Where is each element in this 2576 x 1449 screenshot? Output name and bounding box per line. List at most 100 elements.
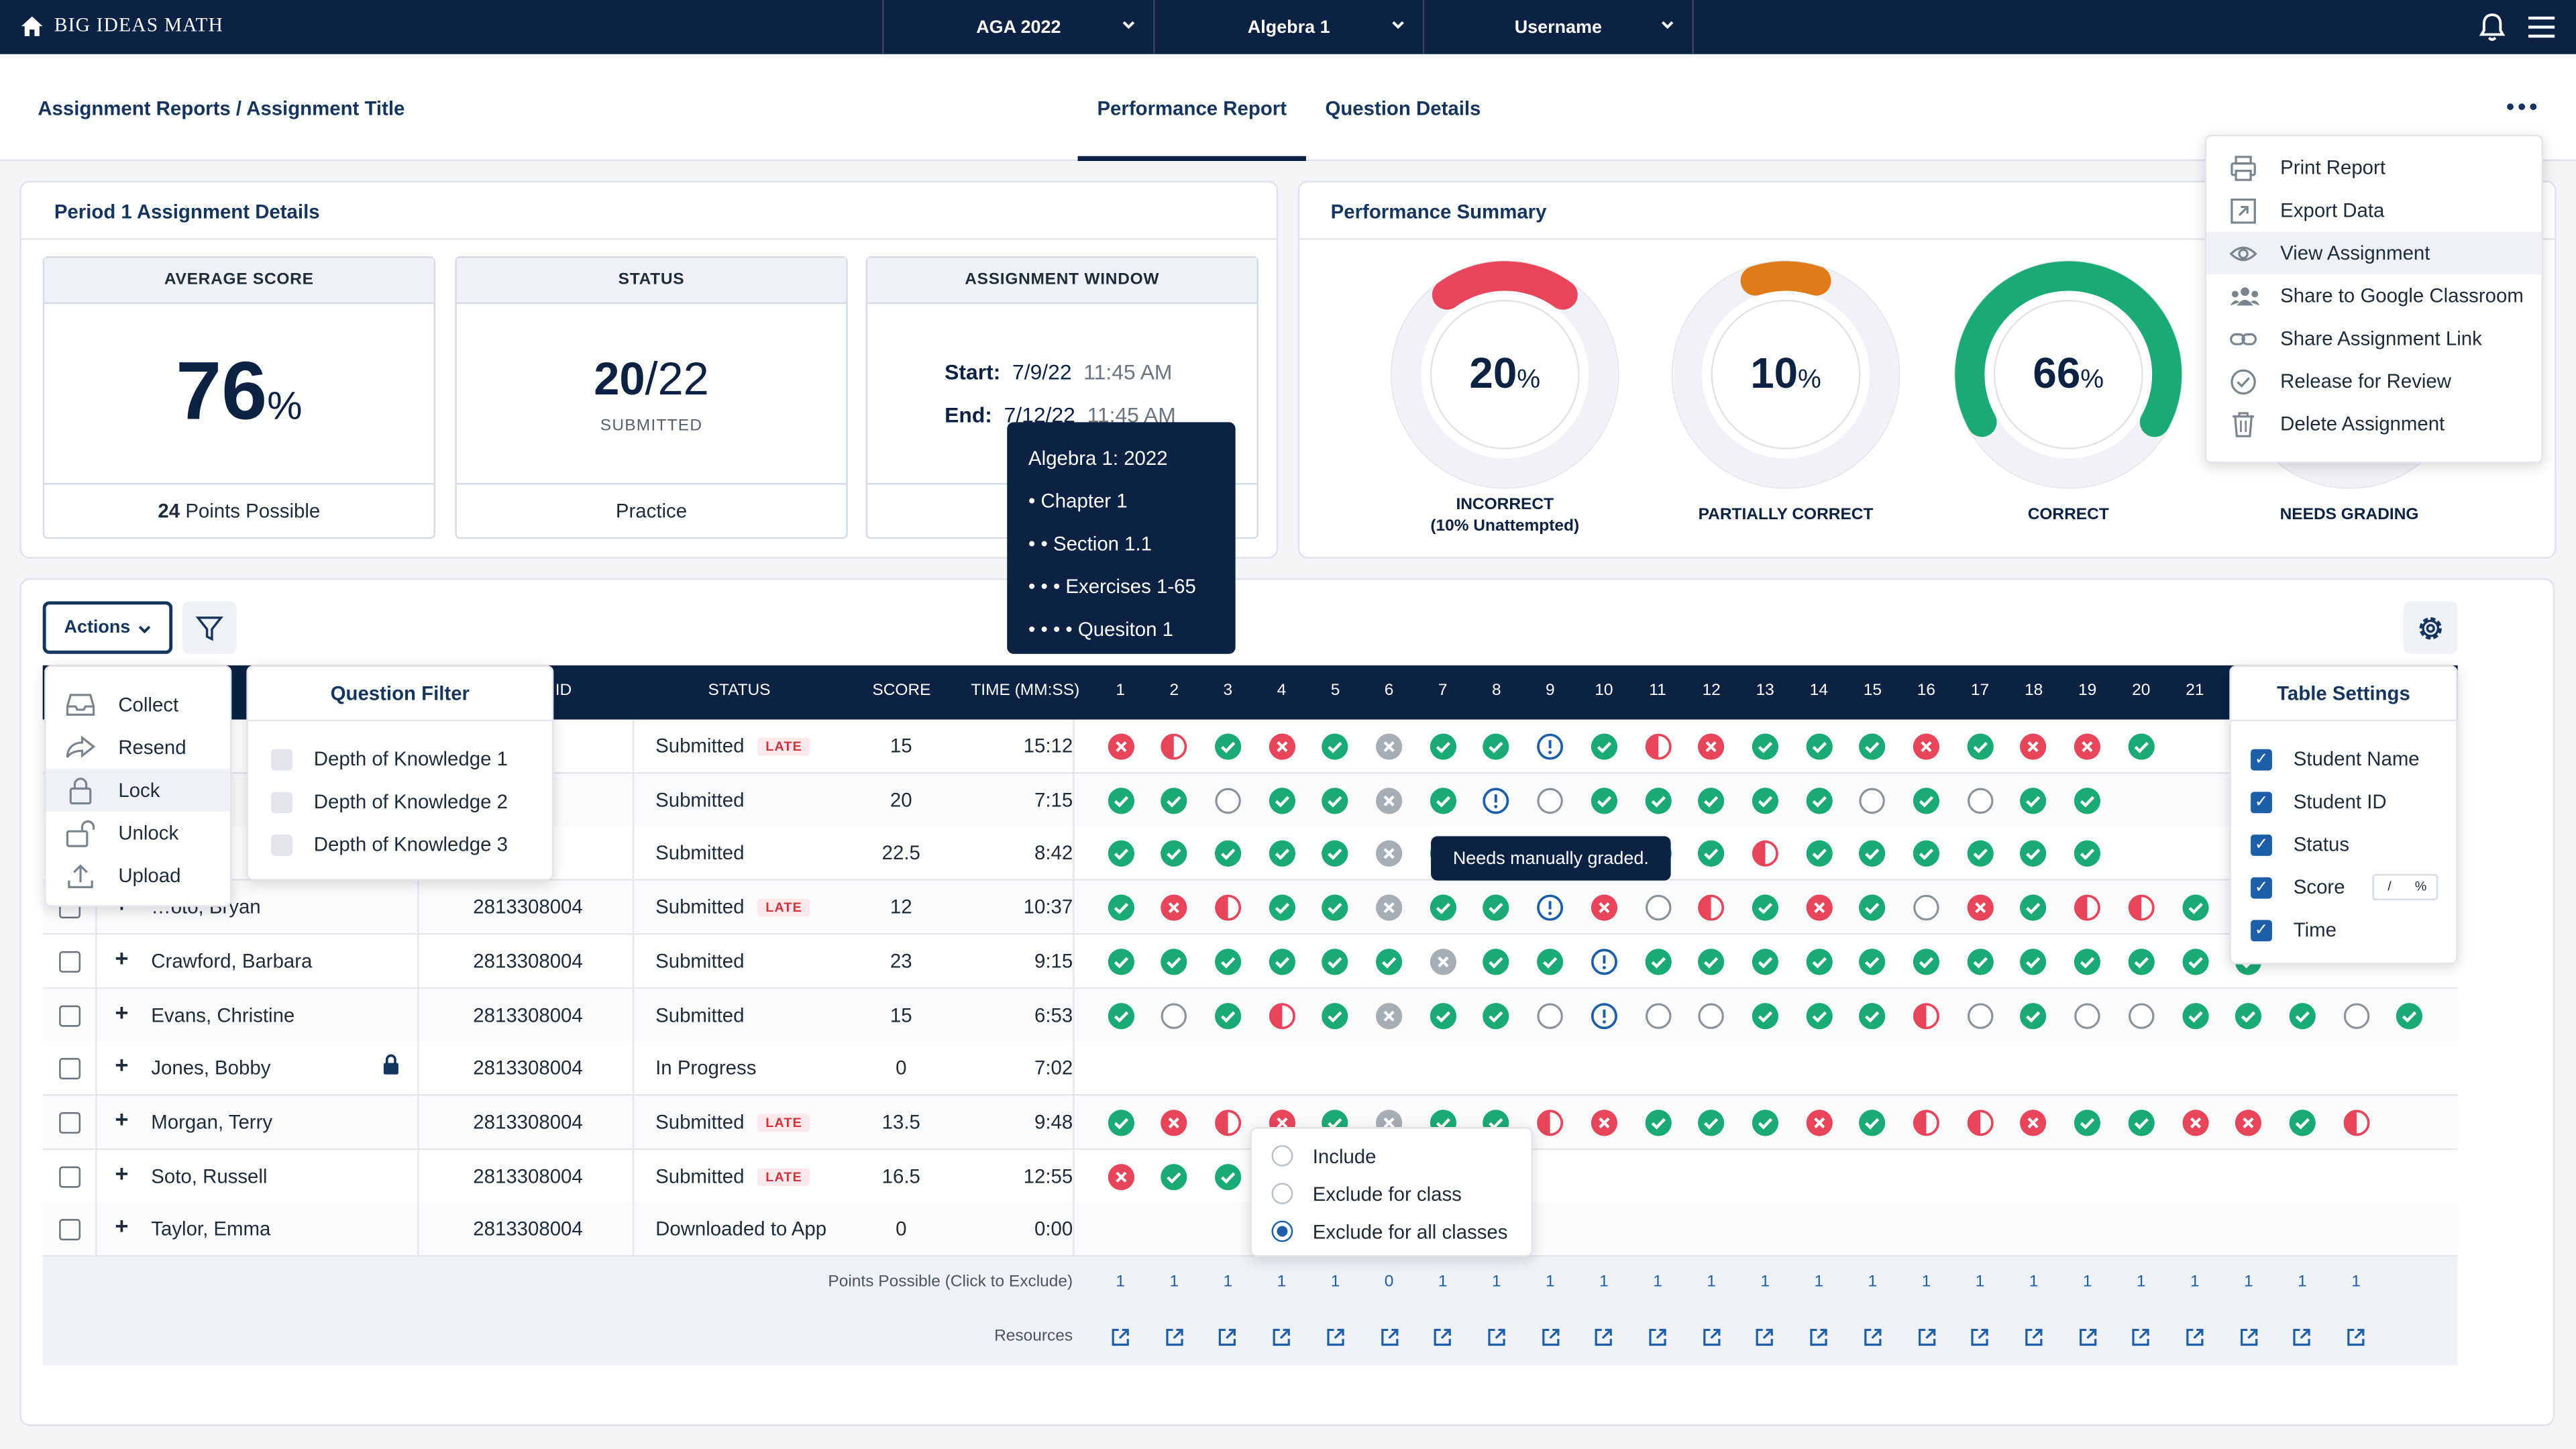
partial-icon[interactable] bbox=[1697, 894, 1725, 922]
incorrect-icon[interactable] bbox=[1805, 1109, 1833, 1137]
unattempted-icon[interactable] bbox=[1966, 1002, 1994, 1030]
needs-grading-icon[interactable] bbox=[1590, 948, 1618, 976]
partial-icon[interactable] bbox=[2342, 1109, 2370, 1137]
correct-icon[interactable] bbox=[1644, 1109, 1672, 1137]
hamburger-menu-icon[interactable] bbox=[2527, 15, 2557, 40]
score-format-percent[interactable]: % bbox=[2414, 879, 2427, 894]
filter-option-dok1[interactable]: Depth of Knowledge 1 bbox=[248, 738, 552, 781]
exclude-option-all-classes[interactable]: Exclude for all classes bbox=[1252, 1212, 1531, 1250]
row-checkbox[interactable] bbox=[59, 1058, 81, 1085]
correct-icon[interactable] bbox=[2127, 1109, 2155, 1137]
incorrect-icon[interactable] bbox=[1106, 733, 1134, 761]
excluded-icon[interactable] bbox=[1375, 840, 1403, 868]
external-link-icon[interactable] bbox=[1809, 1326, 1829, 1355]
unattempted-icon[interactable] bbox=[1214, 786, 1242, 814]
correct-icon[interactable] bbox=[1590, 733, 1618, 761]
header-question-20[interactable]: 20 bbox=[2132, 682, 2151, 700]
unattempted-icon[interactable] bbox=[1859, 786, 1887, 814]
checkbox-checked[interactable]: ✓ bbox=[2251, 791, 2272, 813]
donut-correct[interactable]: 66% CORRECT bbox=[1953, 260, 2184, 555]
header-status[interactable]: STATUS bbox=[708, 682, 771, 700]
expand-row-icon[interactable]: + bbox=[115, 944, 129, 971]
points-possible-value[interactable]: 1 bbox=[1116, 1273, 1126, 1291]
external-link-icon[interactable] bbox=[1863, 1326, 1882, 1355]
correct-icon[interactable] bbox=[1751, 894, 1779, 922]
header-question-10[interactable]: 10 bbox=[1595, 682, 1613, 700]
correct-icon[interactable] bbox=[1268, 840, 1296, 868]
external-link-icon[interactable] bbox=[1111, 1326, 1130, 1355]
header-question-21[interactable]: 21 bbox=[2186, 682, 2204, 700]
partial-icon[interactable] bbox=[1644, 733, 1672, 761]
unattempted-icon[interactable] bbox=[1536, 786, 1564, 814]
header-question-14[interactable]: 14 bbox=[1809, 682, 1828, 700]
correct-icon[interactable] bbox=[1375, 948, 1403, 976]
action-lock[interactable]: Lock bbox=[46, 769, 230, 812]
correct-icon[interactable] bbox=[1805, 786, 1833, 814]
external-link-icon[interactable] bbox=[1433, 1326, 1452, 1355]
partial-icon[interactable] bbox=[2127, 894, 2155, 922]
tab-performance-report[interactable]: Performance Report bbox=[1077, 54, 1306, 162]
correct-icon[interactable] bbox=[2020, 948, 2048, 976]
radio-button[interactable] bbox=[1271, 1183, 1293, 1205]
partial-icon[interactable] bbox=[1160, 733, 1188, 761]
header-score[interactable]: SCORE bbox=[872, 682, 931, 700]
needs-grading-icon[interactable] bbox=[1590, 1002, 1618, 1030]
correct-icon[interactable] bbox=[1322, 733, 1350, 761]
correct-icon[interactable] bbox=[2074, 786, 2102, 814]
correct-icon[interactable] bbox=[1483, 1002, 1511, 1030]
header-question-5[interactable]: 5 bbox=[1330, 682, 1340, 700]
unattempted-icon[interactable] bbox=[1913, 894, 1941, 922]
setting-student-name[interactable]: ✓ Student Name bbox=[2231, 738, 2457, 781]
correct-icon[interactable] bbox=[2020, 894, 2048, 922]
correct-icon[interactable] bbox=[2127, 733, 2155, 761]
radio-button[interactable] bbox=[1271, 1144, 1293, 1167]
correct-icon[interactable] bbox=[1805, 1002, 1833, 1030]
partial-icon[interactable] bbox=[1913, 1109, 1941, 1137]
correct-icon[interactable] bbox=[1751, 948, 1779, 976]
header-question-2[interactable]: 2 bbox=[1169, 682, 1179, 700]
correct-icon[interactable] bbox=[1966, 840, 1994, 868]
checkbox-checked[interactable]: ✓ bbox=[2251, 748, 2272, 770]
points-possible-value[interactable]: 1 bbox=[2136, 1273, 2146, 1291]
setting-student-id[interactable]: ✓ Student ID bbox=[2231, 780, 2457, 823]
filter-button[interactable] bbox=[182, 601, 237, 654]
table-row[interactable]: + Evans, Christine 2813308004 Submitted 15 6:… bbox=[42, 988, 2458, 1042]
correct-icon[interactable] bbox=[1322, 786, 1350, 814]
correct-icon[interactable] bbox=[1644, 948, 1672, 976]
breadcrumb[interactable]: Assignment Reports / Assignment Title bbox=[38, 97, 405, 120]
donut-incorrect[interactable]: 20% INCORRECT (10% Unattempted) bbox=[1390, 260, 1620, 555]
donut-partially-correct[interactable]: 10% PARTIALLY CORRECT bbox=[1671, 260, 1901, 555]
correct-icon[interactable] bbox=[1751, 733, 1779, 761]
filter-option-dok2[interactable]: Depth of Knowledge 2 bbox=[248, 780, 552, 823]
points-possible-value[interactable]: 1 bbox=[1760, 1273, 1770, 1291]
correct-icon[interactable] bbox=[1697, 1109, 1725, 1137]
correct-icon[interactable] bbox=[1429, 733, 1457, 761]
radio-button-selected[interactable] bbox=[1271, 1220, 1293, 1242]
points-possible-value[interactable]: 1 bbox=[1169, 1273, 1179, 1291]
correct-icon[interactable] bbox=[1913, 786, 1941, 814]
correct-icon[interactable] bbox=[1859, 1002, 1887, 1030]
external-link-icon[interactable] bbox=[2024, 1326, 2043, 1355]
menu-export-data[interactable]: Export Data bbox=[2206, 189, 2542, 232]
partial-icon[interactable] bbox=[1536, 1109, 1564, 1137]
correct-icon[interactable] bbox=[1160, 786, 1188, 814]
menu-delete-assignment[interactable]: Delete Assignment bbox=[2206, 402, 2542, 445]
student-name[interactable]: Crawford, Barbara bbox=[151, 949, 313, 973]
correct-icon[interactable] bbox=[1214, 733, 1242, 761]
correct-icon[interactable] bbox=[2396, 1002, 2424, 1030]
menu-share-google-classroom[interactable]: Share to Google Classroom bbox=[2206, 274, 2542, 317]
setting-status[interactable]: ✓ Status bbox=[2231, 823, 2457, 866]
tab-question-details[interactable]: Question Details bbox=[1325, 97, 1481, 120]
unattempted-icon[interactable] bbox=[1160, 1002, 1188, 1030]
correct-icon[interactable] bbox=[1751, 1002, 1779, 1030]
points-possible-value[interactable]: 1 bbox=[1921, 1273, 1931, 1291]
header-question-8[interactable]: 8 bbox=[1491, 682, 1501, 700]
menu-view-assignment[interactable]: View Assignment bbox=[2206, 231, 2542, 274]
correct-icon[interactable] bbox=[1429, 894, 1457, 922]
unattempted-icon[interactable] bbox=[2074, 1002, 2102, 1030]
table-settings-button[interactable] bbox=[2403, 601, 2458, 654]
correct-icon[interactable] bbox=[1106, 1109, 1134, 1137]
correct-icon[interactable] bbox=[1322, 948, 1350, 976]
header-question-15[interactable]: 15 bbox=[1863, 682, 1882, 700]
external-link-icon[interactable] bbox=[2239, 1326, 2258, 1355]
